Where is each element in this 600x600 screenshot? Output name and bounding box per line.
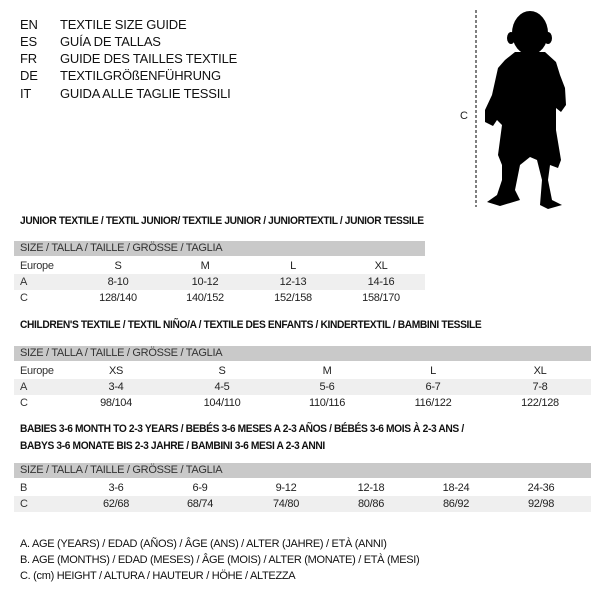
height-measure-label: C [460,110,468,122]
row-label: A [20,381,28,393]
language-title: TEXTILE SIZE GUIDE [60,17,187,32]
size-table: SIZE / TALLA / TAILLE / GRÖSSE / TAGLIA E… [14,241,425,306]
table-cell: 9-12 [275,482,297,494]
table-cell: 116/122 [414,397,452,409]
table-cell: 68/74 [186,498,214,510]
table-cell: XL [374,260,388,272]
table-row: B 3-6 6-9 9-12 12-18 18-24 24-36 [14,480,591,496]
language-code: EN [20,17,38,32]
table-cell: 74/80 [272,498,300,510]
table-cell: 86/92 [442,498,470,510]
legend-a: A. AGE (YEARS) / EDAD (AÑOS) / ÂGE (ANS)… [20,538,387,550]
table-cell: M [322,365,332,377]
row-label: A [20,276,28,288]
table-cell: 128/140 [99,292,137,304]
row-label: C [20,292,28,304]
size-table: SIZE / TALLA / TAILLE / GRÖSSE / TAGLIA E… [14,346,591,411]
table-cell: S [114,260,122,272]
table-cell: 62/68 [102,498,130,510]
table-cell: 158/170 [362,292,400,304]
table-cell: XS [108,365,124,377]
table-header: SIZE / TALLA / TAILLE / GRÖSSE / TAGLIA [14,346,591,361]
table-cell: 3-4 [108,381,124,393]
language-code: IT [20,86,32,101]
table-cell: 10-12 [191,276,219,288]
table-heading: BABIES 3-6 MONTH TO 2-3 YEARS / BEBÉS 3-… [20,423,464,435]
table-cell: 152/158 [274,292,312,304]
table-cell: 110/116 [308,397,346,409]
table-cell: 12-18 [357,482,385,494]
table-heading: CHILDREN'S TEXTILE / TEXTIL NIÑO/A / TEX… [20,319,482,331]
table-cell: M [200,260,210,272]
table-cell: 6-9 [192,482,208,494]
table-row: Europe XS S M L XL [14,363,591,379]
row-label: C [20,498,28,510]
row-label: Europe [20,260,54,272]
table-cell: 5-6 [319,381,335,393]
table-cell: 80/86 [357,498,385,510]
table-cell: L [430,365,436,377]
table-heading: JUNIOR TEXTILE / TEXTIL JUNIOR/ TEXTILE … [20,215,424,227]
table-header: SIZE / TALLA / TAILLE / GRÖSSE / TAGLIA [14,463,591,478]
language-title: TEXTILGRÖßENFÜHRUNG [60,68,221,83]
row-label: C [20,397,28,409]
table-row: A 8-10 10-12 12-13 14-16 [14,274,425,290]
language-code: ES [20,34,37,49]
table-cell: 3-6 [108,482,124,494]
table-header: SIZE / TALLA / TAILLE / GRÖSSE / TAGLIA [14,241,425,256]
language-code: DE [20,68,38,83]
table-cell: L [290,260,296,272]
table-cell: 92/98 [527,498,555,510]
table-cell: 18-24 [442,482,470,494]
language-title: GUIDA ALLE TAGLIE TESSILI [60,86,231,101]
table-cell: 24-36 [527,482,555,494]
legend-c: C. (cm) HEIGHT / ALTURA / HAUTEUR / HÖHE… [20,570,296,582]
table-cell: S [218,365,226,377]
table-row: A 3-4 4-5 5-6 6-7 7-8 [14,379,591,395]
table-row: C 62/68 68/74 74/80 80/86 86/92 92/98 [14,496,591,512]
row-label: Europe [20,365,54,377]
table-row: C 98/104 104/110 110/116 116/122 122/128 [14,395,591,411]
language-title: GUIDE DES TAILLES TEXTILE [60,51,238,66]
table-cell: 7-8 [532,381,548,393]
table-cell: 4-5 [214,381,230,393]
table-cell: XL [533,365,547,377]
table-cell: 104/110 [203,397,241,409]
size-table: SIZE / TALLA / TAILLE / GRÖSSE / TAGLIA B… [14,463,591,512]
table-cell: 6-7 [425,381,441,393]
table-row: Europe S M L XL [14,258,425,274]
table-heading: BABYS 3-6 MONATE BIS 2-3 JAHRE / BAMBINI… [20,440,325,452]
table-cell: 98/104 [100,397,132,409]
row-label: B [20,482,28,494]
child-silhouette-figure: C [460,10,566,209]
table-cell: 8-10 [107,276,129,288]
table-cell: 12-13 [279,276,307,288]
table-cell: 14-16 [367,276,395,288]
table-row: C 128/140 140/152 152/158 158/170 [14,290,425,306]
child-silhouette-icon [485,11,566,209]
legend-b: B. AGE (MONTHS) / EDAD (MESES) / ÂGE (MO… [20,554,420,566]
language-title: GUÍA DE TALLAS [60,34,161,49]
table-cell: 122/128 [521,397,559,409]
table-cell: 140/152 [186,292,224,304]
language-code: FR [20,51,37,66]
